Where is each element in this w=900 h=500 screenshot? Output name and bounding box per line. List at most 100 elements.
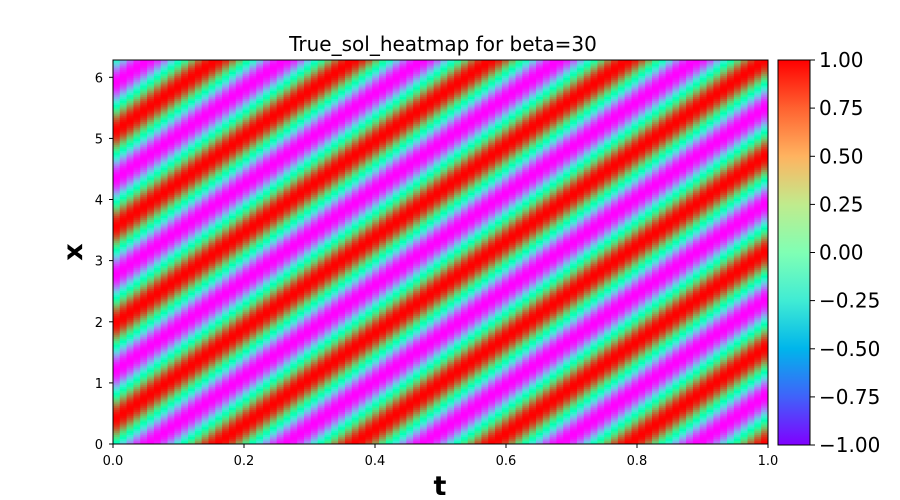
heatmap-cell — [208, 434, 216, 437]
heatmap-cell — [276, 211, 285, 215]
heatmap-cell — [167, 144, 175, 147]
heatmap-cell — [249, 280, 257, 284]
heatmap-cell — [256, 83, 264, 86]
heatmap-cell — [119, 357, 128, 361]
heatmap-cell — [242, 129, 251, 132]
heatmap-cell — [133, 436, 141, 439]
heatmap-cell — [140, 186, 148, 190]
heatmap-cell — [160, 265, 169, 268]
heatmap-cell — [201, 205, 210, 209]
heatmap-cell — [194, 252, 203, 255]
heatmap-cell — [249, 228, 257, 232]
heatmap-cell — [126, 252, 135, 255]
heatmap-cell — [215, 275, 223, 278]
heatmap-cell — [160, 376, 169, 380]
heatmap-cell — [269, 338, 278, 341]
heatmap-cell — [208, 194, 216, 197]
heatmap-cell — [263, 204, 271, 207]
heatmap-cell — [194, 96, 203, 99]
heatmap-cell — [276, 265, 285, 268]
heatmap-cell — [113, 246, 121, 249]
heatmap-cell — [160, 326, 169, 330]
heatmap-cell — [194, 282, 203, 286]
heatmap-cell — [153, 374, 162, 378]
heatmap-cell — [113, 296, 121, 299]
heatmap-cell — [276, 292, 285, 295]
heatmap-cell — [153, 236, 162, 240]
heatmap-cell — [181, 382, 189, 386]
heatmap-cell — [201, 319, 210, 322]
heatmap-cell — [188, 129, 196, 132]
heatmap-cell — [201, 157, 210, 161]
heatmap-cell — [133, 353, 141, 357]
heatmap-cell — [235, 413, 244, 416]
heatmap-cell — [201, 238, 210, 242]
heatmap-cell — [174, 422, 182, 426]
heatmap-cell — [215, 69, 223, 73]
heatmap-cell — [133, 157, 141, 161]
heatmap-cell — [126, 202, 135, 205]
heatmap-cell — [201, 371, 210, 374]
heatmap-cell — [242, 286, 251, 290]
heatmap-cell — [119, 223, 128, 226]
heatmap-cell — [126, 280, 135, 284]
heatmap-cell — [269, 369, 278, 372]
heatmap-cell — [235, 136, 244, 140]
heatmap-cell — [113, 221, 121, 224]
heatmap-cell — [119, 134, 128, 138]
heatmap-cell — [174, 351, 182, 355]
heatmap-cell — [256, 321, 264, 324]
heatmap-cell — [126, 332, 135, 336]
heatmap-cell — [242, 253, 251, 257]
heatmap-cell — [222, 386, 230, 389]
heatmap-cell — [160, 386, 169, 389]
heatmap-cell — [181, 144, 189, 147]
heatmap-cell — [249, 286, 257, 290]
heatmap-cell — [242, 163, 251, 167]
heatmap-cell — [167, 374, 175, 378]
heatmap-cell — [188, 171, 196, 174]
heatmap-cell — [263, 252, 271, 255]
heatmap-cell — [194, 392, 203, 395]
heatmap-cell — [174, 86, 182, 90]
heatmap-cell — [208, 83, 216, 86]
heatmap-cell — [235, 73, 244, 76]
heatmap-cell — [222, 90, 230, 94]
heatmap-cell — [188, 111, 196, 115]
heatmap-cell — [256, 253, 264, 257]
heatmap-cell — [249, 83, 257, 86]
heatmap-cell — [153, 386, 162, 389]
heatmap-cell — [194, 77, 203, 80]
heatmap-cell — [249, 263, 257, 267]
heatmap-cell — [201, 123, 210, 126]
heatmap-cell — [153, 102, 162, 105]
heatmap-cell — [242, 323, 251, 326]
heatmap-cell — [194, 67, 203, 71]
heatmap-cell — [276, 428, 285, 432]
heatmap-cell — [153, 426, 162, 430]
heatmap-cell — [222, 154, 230, 157]
heatmap-cell — [201, 332, 210, 336]
heatmap-cell — [119, 123, 128, 126]
heatmap-cell — [160, 355, 169, 359]
heatmap-cell — [160, 240, 169, 243]
heatmap-cell — [208, 207, 216, 211]
heatmap-cell — [174, 265, 182, 268]
heatmap-cell — [126, 86, 135, 90]
heatmap-cell — [181, 123, 189, 126]
heatmap-cell — [167, 240, 175, 243]
heatmap-cell — [188, 75, 196, 78]
heatmap-cell — [126, 102, 135, 105]
heatmap-cell — [181, 399, 189, 403]
heatmap-cell — [147, 271, 155, 274]
heatmap-cell — [153, 434, 162, 437]
heatmap-cell — [153, 253, 162, 257]
heatmap-cell — [188, 131, 196, 134]
heatmap-cell — [126, 374, 135, 378]
heatmap-cell — [119, 403, 128, 407]
heatmap-cell — [242, 180, 251, 184]
heatmap-cell — [174, 227, 182, 230]
heatmap-cell — [133, 140, 141, 144]
heatmap-cell — [140, 340, 148, 343]
heatmap-cell — [181, 276, 189, 280]
